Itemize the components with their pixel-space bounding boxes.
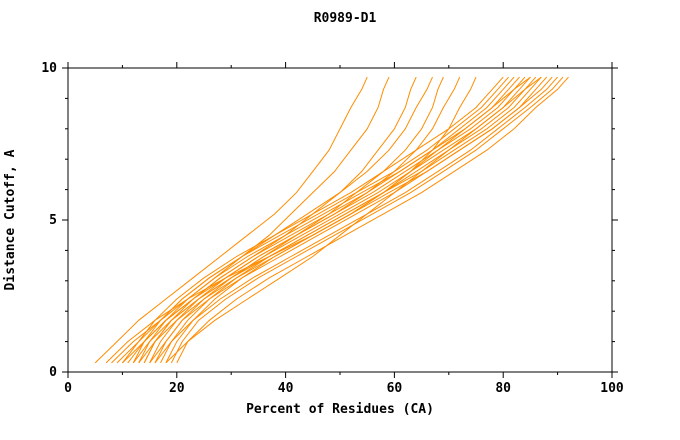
y-tick-label: 0 <box>49 365 57 380</box>
series-line <box>116 76 433 364</box>
series-line <box>105 76 531 364</box>
axes-frame <box>62 62 618 378</box>
series-lines <box>94 76 569 364</box>
series-line <box>132 76 509 364</box>
chart-title: R0989-D1 <box>314 11 377 26</box>
y-axis-label: Distance Cutoff, A <box>3 149 18 290</box>
x-tick-label: 80 <box>495 381 511 396</box>
x-tick-label: 100 <box>600 381 624 396</box>
y-tick-label: 5 <box>49 213 57 228</box>
series-line <box>143 76 515 364</box>
x-tick-label: 0 <box>64 381 72 396</box>
y-tick-label: 10 <box>41 61 57 76</box>
series-line <box>176 76 569 364</box>
series-line <box>122 76 504 364</box>
x-tick-label: 20 <box>169 381 185 396</box>
x-tick-label: 60 <box>387 381 403 396</box>
series-line <box>154 76 531 364</box>
series-line <box>149 76 526 364</box>
tick-labels: 0 20 40 60 80 100 0 5 10 <box>41 61 624 396</box>
series-line <box>165 76 542 364</box>
series-line <box>160 76 542 364</box>
x-axis-label: Percent of Residues (CA) <box>246 402 434 417</box>
series-line <box>132 76 444 364</box>
series-line <box>170 76 564 364</box>
x-tick-label: 40 <box>278 381 294 396</box>
series-line <box>94 76 368 364</box>
series-line <box>111 76 390 364</box>
